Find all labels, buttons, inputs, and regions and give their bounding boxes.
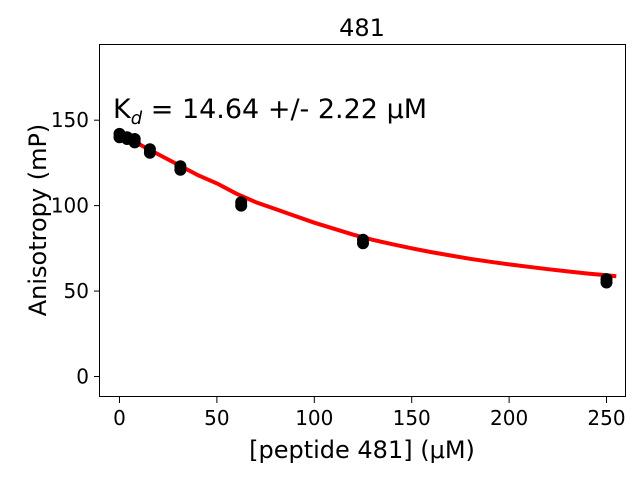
x-tick-label: 50: [204, 406, 229, 430]
y-axis-label: Anisotropy (mP): [24, 124, 52, 317]
chart-title: 481: [339, 14, 385, 42]
y-tick-label: 150: [51, 108, 89, 132]
data-point: [600, 276, 613, 289]
kd-annotation: Kd = 14.64 +/- 2.22 μM: [113, 94, 427, 129]
x-axis-label: [peptide 481] (μM): [249, 436, 475, 464]
data-point: [235, 199, 248, 212]
data-point: [357, 237, 369, 250]
fit-curve: [118, 135, 617, 279]
y-axis-ticks: 0 50 100 150: [51, 108, 100, 388]
y-tick-label: 100: [51, 194, 89, 218]
kd-subscript: d: [131, 108, 143, 129]
y-tick-label: 50: [64, 279, 89, 303]
x-axis-ticks: 0 50 100 150 200 250: [113, 397, 626, 430]
x-tick-label: 250: [587, 406, 625, 430]
x-tick-label: 100: [295, 406, 333, 430]
x-tick-label: 150: [393, 406, 431, 430]
kd-value-text: = 14.64 +/- 2.22 μM: [142, 94, 427, 125]
x-tick-label: 200: [490, 406, 528, 430]
data-point: [143, 146, 156, 159]
x-tick-label: 0: [113, 406, 126, 430]
axes-frame: [99, 44, 626, 397]
y-tick-label: 0: [76, 364, 89, 388]
kd-prefix: K: [113, 94, 132, 125]
data-point: [128, 136, 141, 149]
data-point: [174, 163, 187, 176]
plot-area: [113, 127, 617, 289]
